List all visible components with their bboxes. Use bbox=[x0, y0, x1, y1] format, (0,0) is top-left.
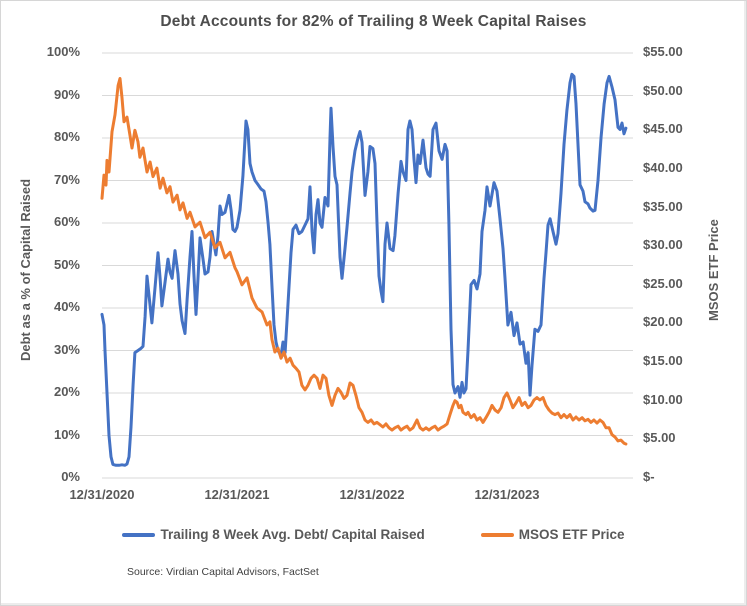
legend-label-msos: MSOS ETF Price bbox=[518, 527, 625, 542]
left-axis-title: Debt as a % of Capital Raised bbox=[18, 178, 33, 362]
right-axis-tick-label: $30.00 bbox=[643, 237, 683, 253]
left-axis-tick-label: 90% bbox=[53, 86, 80, 102]
x-axis-tick-label: 12/31/2020 bbox=[69, 487, 135, 502]
right-axis-tick-label: $35.00 bbox=[643, 198, 683, 214]
left-axis-tick-label: 100% bbox=[46, 44, 80, 59]
left-axis-tick-label: 40% bbox=[53, 299, 80, 314]
debt-line-swatch-icon bbox=[122, 532, 156, 537]
msos-line-swatch-icon bbox=[480, 532, 514, 537]
legend-item-msos: MSOS ETF Price bbox=[480, 527, 625, 542]
left-axis-tick-label: 70% bbox=[53, 171, 80, 187]
right-axis-tick-label: $45.00 bbox=[643, 121, 683, 137]
x-axis-tick-label: 12/31/2021 bbox=[204, 487, 270, 502]
source-note: Source: Virdian Capital Advisors, FactSe… bbox=[127, 566, 319, 578]
debt-series-line bbox=[100, 72, 628, 467]
right-axis-title: MSOS ETF Price bbox=[706, 219, 721, 321]
right-axis-tick-label: $10.00 bbox=[643, 391, 683, 407]
left-axis-tick-label: 0% bbox=[61, 469, 80, 484]
x-axis-tick-label: 12/31/2022 bbox=[339, 487, 405, 502]
x-axis-tick-label: 12/31/2023 bbox=[474, 487, 540, 502]
chart-title: Debt Accounts for 82% of Trailing 8 Week… bbox=[160, 13, 587, 30]
left-axis-tick-label: 10% bbox=[53, 426, 80, 442]
legend: Trailing 8 Week Avg. Debt/ Capital Raise… bbox=[0, 527, 747, 542]
right-axis-tick-label: $50.00 bbox=[643, 82, 683, 98]
left-axis-tick-label: 60% bbox=[53, 214, 80, 229]
right-axis-tick-label: $40.00 bbox=[643, 159, 683, 175]
legend-label-debt: Trailing 8 Week Avg. Debt/ Capital Raise… bbox=[160, 527, 425, 542]
left-axis-tick-label: 20% bbox=[53, 384, 80, 399]
msos-series-line bbox=[100, 77, 628, 446]
left-axis-tick-label: 30% bbox=[53, 341, 80, 357]
legend-item-debt: Trailing 8 Week Avg. Debt/ Capital Raise… bbox=[122, 527, 425, 542]
left-axis-tick-label: 80% bbox=[53, 129, 80, 144]
right-axis-tick-label: $- bbox=[643, 469, 655, 484]
right-axis-tick-label: $25.00 bbox=[643, 275, 683, 291]
right-axis-tick-label: $55.00 bbox=[643, 44, 683, 59]
right-axis-tick-label: $5.00 bbox=[643, 430, 676, 446]
right-axis-tick-label: $15.00 bbox=[643, 353, 683, 369]
right-axis-tick-label: $20.00 bbox=[643, 314, 683, 330]
left-axis-tick-label: 50% bbox=[53, 256, 80, 272]
